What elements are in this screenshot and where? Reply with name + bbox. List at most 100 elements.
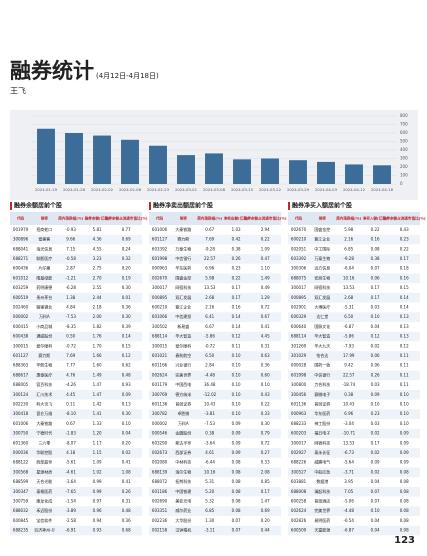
x-tick-label: 2024-03-22: [259, 187, 282, 192]
table-cell: 2.68: [205, 295, 214, 300]
table-cell: 0.12: [400, 343, 409, 348]
table-cell: 0.23: [400, 237, 409, 242]
table-cell: 4.18: [66, 450, 75, 455]
table-cell: 卓胜微: [177, 410, 189, 416]
table-cell: 2.87: [66, 266, 75, 271]
table-cell: 0.12: [122, 353, 131, 358]
table-cell: 0.11: [400, 382, 409, 387]
table-cell: 0.08: [232, 479, 241, 484]
table-cell: 0.15: [122, 343, 131, 348]
table-cell: 0.10: [122, 421, 131, 426]
table-cell: 0.36: [122, 518, 131, 523]
table-cell: 0.33: [261, 460, 270, 465]
table-cell: 0.20: [261, 518, 270, 523]
x-tick-label: 2024-02-02: [91, 187, 114, 192]
table-cell: 0.72: [261, 440, 270, 445]
table-cell: 0.10: [232, 401, 241, 406]
table-cell: 0.07: [371, 489, 380, 494]
table-cell: 0.38: [232, 246, 241, 251]
table-cell: 002826: [291, 518, 307, 523]
table-cell: 0.30: [122, 411, 131, 416]
table-cell: 4.84: [66, 304, 75, 309]
table-cell: -3.04: [344, 421, 355, 426]
table-cell: 0.09: [371, 460, 380, 465]
table-cell: 万泰生物: [175, 245, 191, 251]
table-cell: 1.15: [93, 450, 102, 455]
table-cell: 0.17: [232, 295, 241, 300]
table-cell: 601186: [152, 489, 168, 494]
table-cell: 0.77: [122, 227, 131, 232]
table-cell: 0.08: [400, 489, 409, 494]
row-bg: [288, 506, 420, 516]
table-cell: 首创证券: [314, 400, 330, 406]
column-header: 代码: [294, 216, 303, 221]
table-cell: 36.48: [204, 382, 216, 387]
row-bg: [288, 525, 420, 536]
table-cell: 0.17: [261, 489, 270, 494]
table-cell: 0.10: [232, 353, 241, 358]
table-cell: 600210: [152, 304, 168, 309]
table-cell: 601166: [152, 363, 168, 368]
table-cell: 片仔癀: [38, 265, 50, 271]
table-cell: 300347: [13, 489, 29, 494]
row-bg: [10, 351, 142, 361]
table-cell: 10.16: [204, 469, 216, 474]
table-cell: 603351: [152, 508, 168, 513]
table-cell: 0.11: [232, 343, 241, 348]
table-cell: 0.09: [371, 392, 380, 397]
table-cell: 000028: [291, 363, 307, 368]
table-cell: -0.58: [66, 256, 77, 261]
table-cell: 7.69: [66, 353, 75, 358]
table-cell: -0.93: [66, 227, 77, 232]
table-cell: 国盛金控: [175, 274, 191, 280]
table-cell: 0.20: [122, 266, 131, 271]
table-cell: 1.47: [261, 498, 270, 503]
table-cell: 0.08: [232, 489, 241, 494]
table-cell: 宝信软件: [36, 517, 52, 523]
table-cell: 招商蛇口: [36, 226, 52, 232]
table-cell: 0.09: [400, 460, 409, 465]
table-cell: 10.43: [343, 401, 355, 406]
table-cell: 1.29: [261, 295, 270, 300]
table-cell: 2.18: [93, 304, 102, 309]
table-cell: 网宿科技: [314, 284, 330, 290]
table-cell: 13.53: [343, 440, 355, 445]
table-cell: 0.09: [122, 392, 131, 397]
table-cell: 兴业银行: [175, 362, 191, 368]
table-cell: 000963: [152, 266, 168, 271]
table-cell: 2.00: [93, 314, 102, 319]
table-cell: 0.48: [122, 508, 131, 513]
table-cell: 斯达半导: [175, 439, 191, 445]
table-cell: 贵州茅台: [36, 294, 52, 300]
table-cell: 0.50: [66, 334, 75, 339]
table-cell: 9.66: [66, 237, 75, 242]
table-cell: -5.06: [344, 498, 355, 503]
table-cell: 688226: [291, 460, 307, 465]
y-tick-label: 0: [400, 181, 403, 186]
table-cell: 紫江企业: [314, 236, 330, 242]
table-cell: 0.10: [400, 421, 409, 426]
table-cell: 0.09: [400, 440, 409, 445]
table-cell: 0.08: [371, 246, 380, 251]
table-cell: 688075: [291, 275, 307, 280]
column-header: 净卖出额(亿元): [224, 216, 249, 221]
x-tick-label: 2024-01-26: [63, 187, 86, 192]
table-cell: 1.09: [261, 246, 270, 251]
column-header: 融券余额(亿元): [85, 216, 110, 221]
table-cell: -3.71: [344, 469, 355, 474]
bar: [65, 133, 83, 184]
table-cell: 0.44: [261, 528, 270, 533]
row-bg: [149, 370, 281, 381]
row-bg: [10, 292, 142, 303]
table-cell: 688233: [291, 421, 307, 426]
table-cell: 1.49: [261, 275, 270, 280]
table-cell: 0.27: [261, 450, 270, 455]
row-bg: [149, 312, 281, 322]
table-cell: 中国西电: [175, 381, 191, 387]
row-bg: [288, 448, 420, 458]
table-cell: 大秦铁路: [175, 226, 191, 232]
table-cell: 0.10: [232, 363, 241, 368]
row-bg: [288, 389, 420, 400]
row-bg: [10, 428, 142, 439]
table-cell: 国药一致: [314, 362, 330, 368]
